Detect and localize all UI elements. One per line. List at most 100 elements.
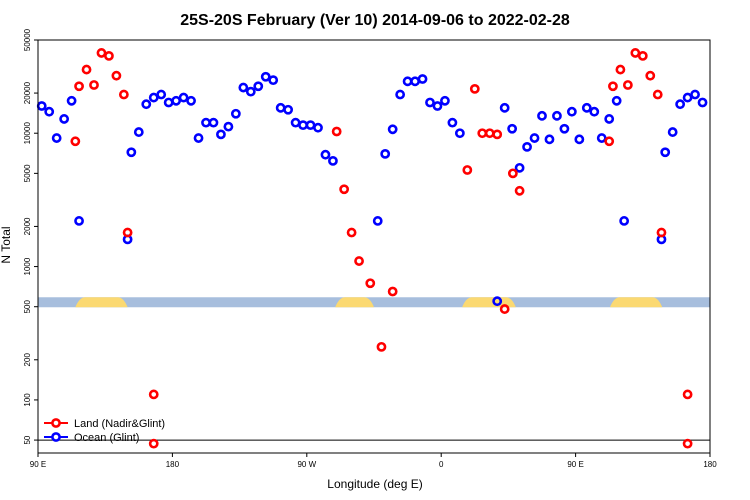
ocean-point — [193, 133, 204, 143]
y-tick-label: 5000 — [23, 164, 32, 182]
ocean-point — [574, 134, 585, 145]
ocean-point — [44, 106, 55, 117]
ocean-point — [305, 120, 316, 131]
ocean-point — [36, 101, 47, 111]
land-point — [682, 438, 693, 449]
ocean-point — [552, 110, 562, 121]
ocean-point — [499, 102, 510, 113]
y-tick-label: 1000 — [23, 257, 32, 275]
land-point — [682, 389, 693, 400]
x-axis: 90 E 180 90 W 0 90 E 180 — [30, 453, 717, 469]
x-tick-label: 180 — [703, 460, 717, 469]
ocean-point — [387, 124, 398, 135]
data-points — [36, 48, 708, 449]
x-tick-label: 90 W — [297, 460, 316, 469]
ocean-point — [372, 216, 383, 226]
land-point — [514, 185, 525, 196]
ocean-point — [675, 99, 686, 110]
ocean-point — [440, 95, 450, 106]
ocean-point — [163, 97, 174, 108]
x-tick-label: 180 — [166, 460, 180, 469]
land-point — [376, 341, 387, 352]
ocean-point — [619, 216, 630, 226]
ocean-point — [186, 95, 196, 106]
land-point — [339, 184, 350, 195]
ocean-point — [559, 123, 570, 134]
land-point — [645, 70, 656, 81]
ocean-point — [514, 162, 525, 173]
land-point — [608, 81, 618, 92]
land-point — [148, 438, 159, 449]
ocean-point — [320, 149, 331, 160]
land-point — [104, 50, 114, 61]
ocean-point — [454, 128, 465, 139]
ocean-point — [59, 114, 70, 124]
land-point — [74, 81, 84, 92]
ocean-point — [74, 216, 84, 226]
ocean-point — [133, 127, 144, 137]
land-point — [89, 80, 99, 90]
land-ocean-strip — [38, 297, 710, 308]
ocean-point — [245, 86, 256, 97]
y-tick-label: 50 — [23, 435, 32, 444]
land-point — [652, 89, 663, 100]
ocean-point — [260, 71, 271, 82]
y-tick-label: 500 — [23, 299, 32, 313]
land-point — [615, 64, 626, 75]
ocean-point — [380, 148, 391, 159]
ocean-point — [417, 74, 428, 84]
ocean-point — [283, 104, 294, 115]
land-point — [346, 227, 357, 238]
y-axis-label: N Total — [0, 226, 13, 263]
ocean-point — [410, 76, 420, 87]
land-point — [462, 165, 473, 175]
land-point — [630, 48, 641, 58]
ocean-point — [604, 114, 615, 124]
ocean-point — [253, 81, 264, 92]
ocean-point — [690, 89, 700, 100]
land-point — [637, 50, 648, 61]
legend-marker — [51, 418, 61, 428]
land-point — [656, 227, 667, 238]
y-axis: 50 100 200 500 1000 2000 5000 10000 20000 50000 — [23, 28, 38, 445]
ocean-point — [156, 89, 167, 100]
plot-area — [37, 39, 711, 454]
x-axis-label: Longitude (deg E) — [327, 477, 422, 491]
ocean-point — [537, 110, 547, 121]
ocean-point — [126, 147, 137, 158]
ocean-point — [697, 97, 708, 108]
y-tick-label: 2000 — [23, 217, 32, 235]
land-point — [387, 286, 398, 297]
ocean-point — [290, 117, 301, 128]
ocean-point — [581, 102, 592, 113]
ocean-point — [492, 296, 503, 307]
land-point — [622, 80, 633, 90]
ocean-band — [38, 297, 710, 308]
y-tick-label: 100 — [23, 393, 32, 407]
ocean-point — [596, 133, 607, 143]
ocean-point — [544, 134, 555, 145]
ocean-point — [589, 106, 600, 117]
ocean-point — [660, 147, 671, 158]
ocean-point — [611, 95, 622, 106]
ocean-point — [566, 106, 577, 117]
land-point — [122, 227, 133, 238]
ocean-point — [682, 92, 693, 103]
y-tick-label: 10000 — [23, 122, 32, 145]
x-tick-label: 0 — [439, 460, 444, 469]
ocean-point — [230, 108, 241, 119]
ocean-point — [313, 122, 323, 133]
legend-marker — [51, 432, 61, 442]
land-point — [81, 64, 92, 75]
ocean-point — [238, 82, 249, 93]
land-point — [492, 129, 503, 140]
legend-label: Land (Nadir&Glint) — [74, 418, 165, 430]
land-point — [111, 70, 122, 81]
legend-label: Ocean (Glint) — [74, 432, 139, 444]
ocean-point — [178, 92, 189, 103]
chart-title: 25S-20S February (Ver 10) 2014-09-06 to … — [180, 12, 570, 29]
ocean-point — [141, 99, 152, 110]
y-tick-label: 50000 — [23, 28, 32, 51]
land-point — [148, 389, 159, 400]
